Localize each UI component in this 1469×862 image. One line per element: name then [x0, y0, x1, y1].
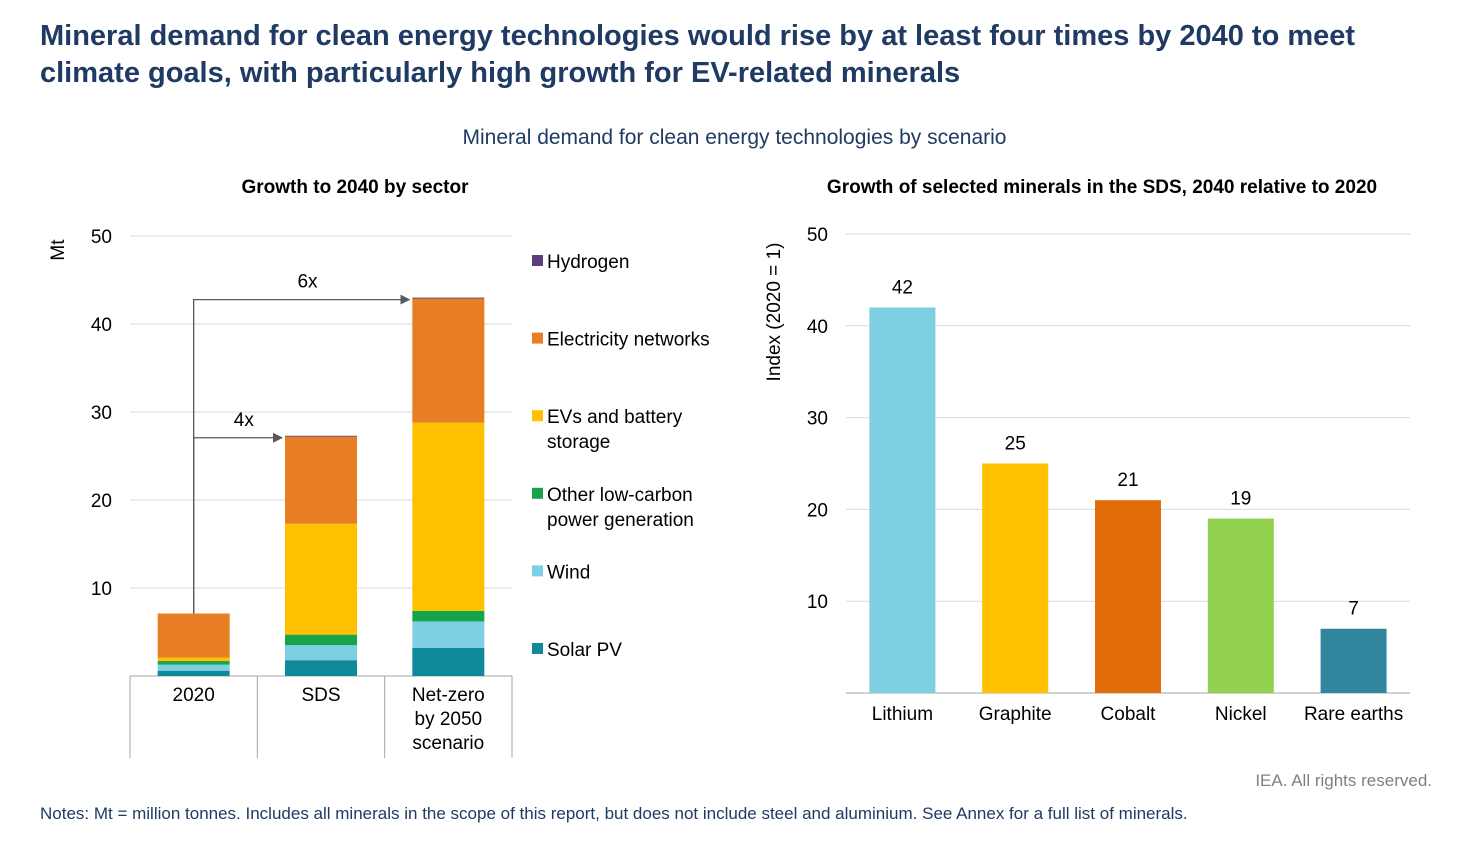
left-bar-segment	[157, 613, 230, 658]
left-bar-segment	[412, 610, 485, 622]
left-bar-segment	[285, 660, 357, 676]
legend-label: EVs and battery storage	[547, 407, 683, 453]
right-y-tick-label: 50	[807, 225, 828, 246]
left-bar-segment	[412, 297, 485, 299]
left-x-tick-label: SDS	[301, 685, 340, 706]
mineral-data-label: 42	[892, 277, 913, 298]
left-y-tick-label: 10	[91, 579, 112, 600]
left-bar-segment	[412, 621, 485, 648]
growth-arrow	[193, 432, 283, 614]
mineral-data-label: 19	[1230, 489, 1251, 510]
legend-label: Electricity networks	[547, 330, 710, 351]
legend-label: Hydrogen	[547, 252, 629, 273]
mineral-bar	[982, 463, 1049, 693]
legend-swatch	[532, 255, 543, 266]
left-bar-segment	[157, 664, 230, 671]
mineral-bar	[1095, 500, 1161, 693]
left-bar-segment	[285, 523, 357, 635]
left-x-tick-label: Net-zero by 2050 scenario	[412, 685, 485, 754]
legend-swatch	[532, 565, 543, 577]
right-chart-title: Growth of selected minerals in the SDS, …	[827, 177, 1377, 198]
legend-swatch	[532, 332, 543, 344]
legend-swatch	[532, 410, 543, 422]
left-y-tick-label: 40	[91, 315, 112, 336]
growth-annotation-label: 6x	[297, 272, 318, 293]
footnote: Notes: Mt = million tonnes. Includes all…	[40, 804, 1188, 823]
legend-swatch	[532, 643, 543, 654]
right-x-tick-label: Cobalt	[1101, 704, 1157, 725]
legend-label: Solar PV	[547, 640, 622, 661]
right-x-tick-label: Graphite	[979, 704, 1052, 725]
left-bar-segment	[157, 661, 230, 665]
growth-annotation-label: 4x	[234, 410, 255, 431]
right-y-axis-label: Index (2020 = 1)	[764, 243, 785, 382]
left-bar-segment	[285, 634, 357, 646]
mineral-data-label: 7	[1348, 599, 1359, 620]
right-y-tick-label: 40	[807, 317, 828, 338]
left-y-axis-label: Mt	[48, 239, 69, 261]
rights-notice: IEA. All rights reserved.	[1255, 771, 1432, 790]
left-y-tick-label: 30	[91, 403, 112, 424]
mineral-growth-chart: Growth of selected minerals in the SDS, …	[764, 177, 1410, 725]
left-bar-segment	[157, 657, 230, 662]
left-bar-segment	[412, 298, 485, 423]
mineral-bar	[1207, 518, 1274, 693]
left-y-tick-label: 50	[91, 227, 112, 248]
left-bar-segment	[412, 647, 485, 676]
left-x-tick-label: 2020	[173, 685, 215, 706]
mineral-bar	[1320, 628, 1387, 693]
left-chart-title: Growth to 2040 by sector	[241, 177, 469, 198]
left-bar-segment	[412, 422, 485, 611]
left-bar-segment	[157, 670, 230, 676]
left-bar-segment	[285, 436, 357, 524]
mineral-data-label: 25	[1005, 434, 1026, 455]
right-y-tick-label: 20	[807, 500, 828, 521]
legend-swatch	[532, 487, 543, 499]
sector-growth-chart: Growth to 2040 by sector Mt 10 20 30 40 50 2020…	[48, 177, 710, 758]
mineral-data-label: 21	[1117, 470, 1138, 491]
right-x-tick-label: Nickel	[1215, 704, 1267, 725]
legend-label: Wind	[547, 562, 590, 583]
right-x-tick-label: Lithium	[872, 704, 933, 725]
left-y-tick-label: 20	[91, 491, 112, 512]
right-y-tick-label: 10	[807, 592, 828, 613]
legend-label: Other low-carbon power generation	[547, 485, 694, 531]
left-bar-segment	[285, 435, 357, 437]
right-x-tick-label: Rare earths	[1304, 704, 1403, 725]
right-y-tick-label: 30	[807, 409, 828, 430]
mineral-bar	[869, 307, 936, 693]
chart-subtitle: Mineral demand for clean energy technolo…	[462, 126, 1007, 149]
page-title: Mineral demand for clean energy technolo…	[40, 20, 1356, 89]
left-bar-segment	[285, 645, 357, 661]
